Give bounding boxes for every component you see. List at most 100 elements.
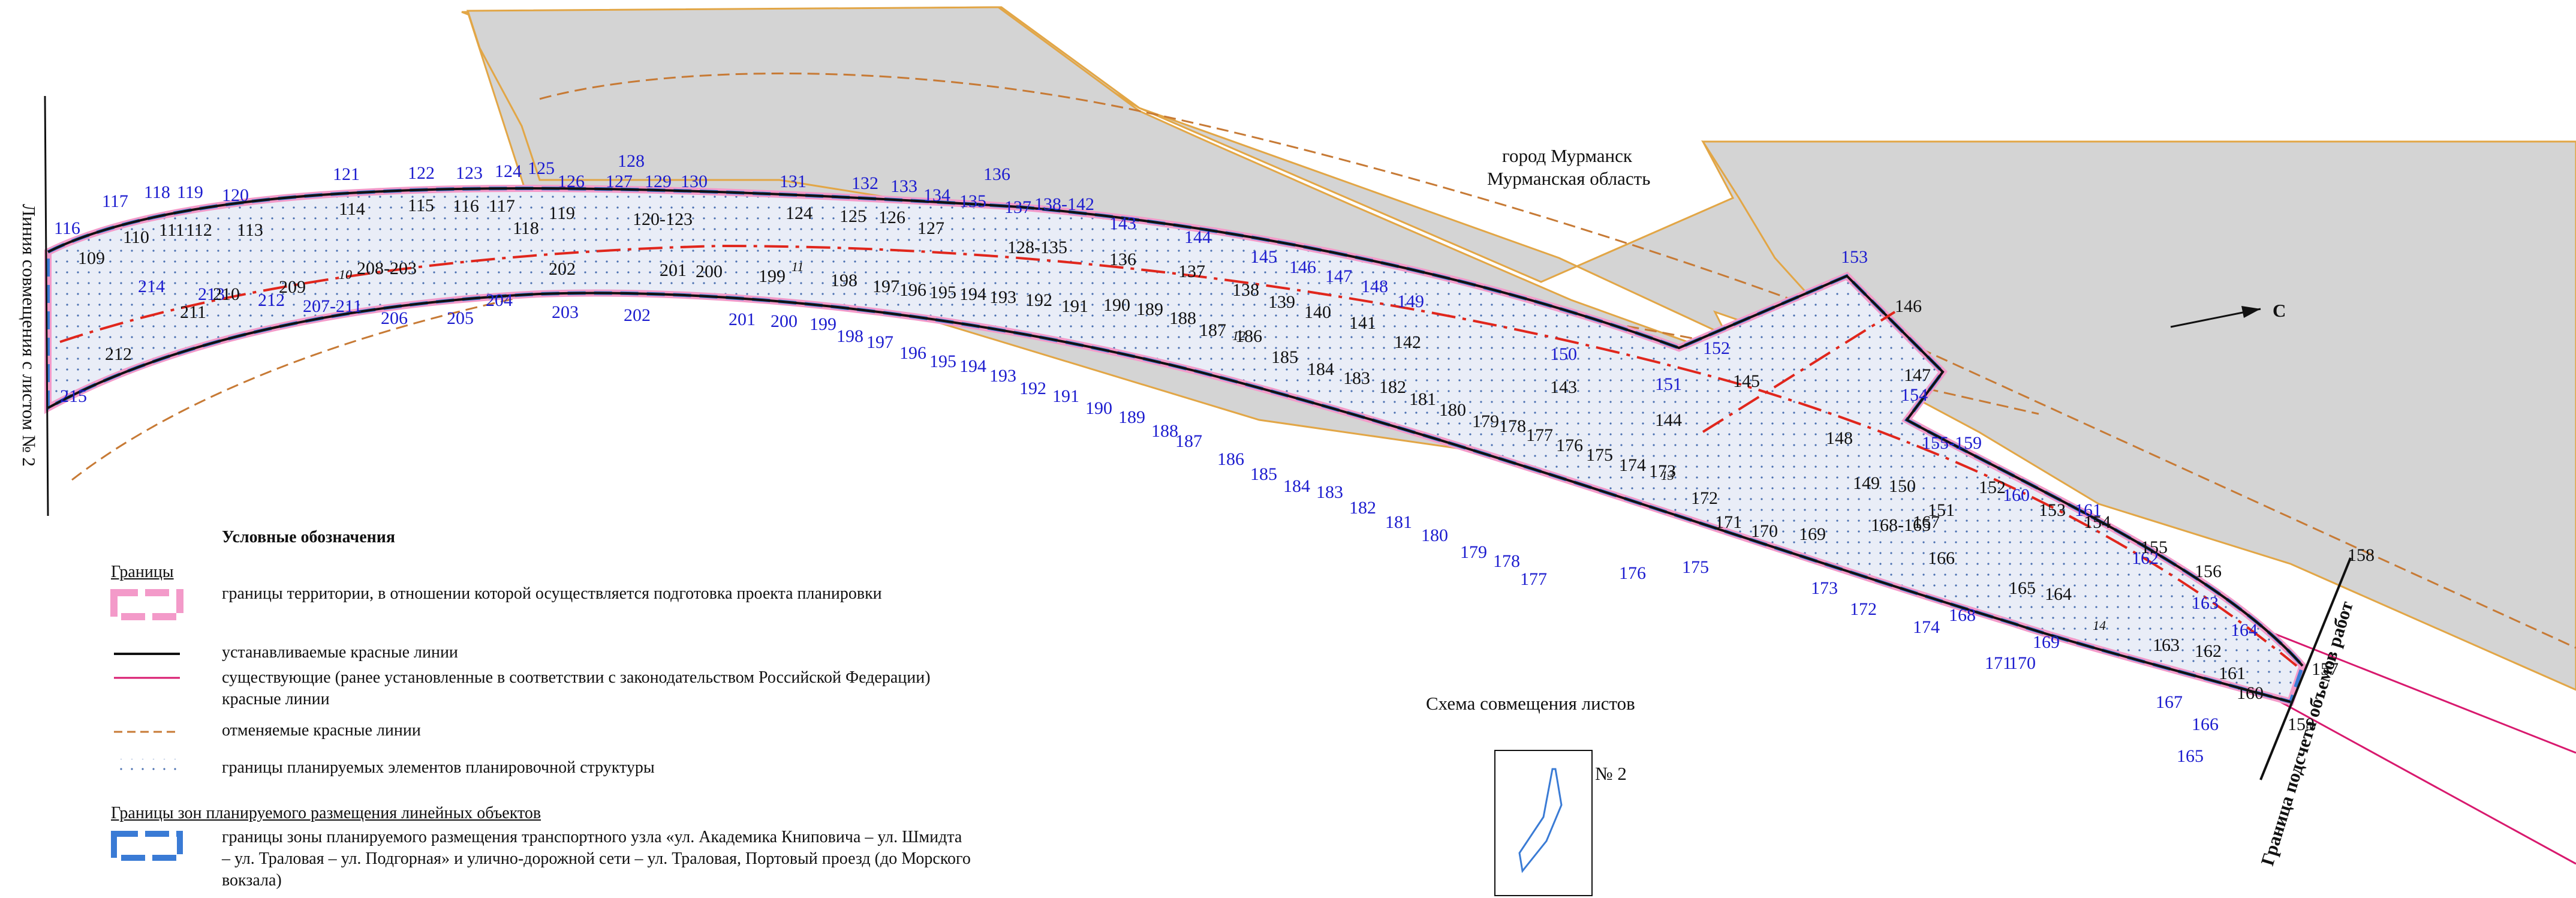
scheme-sheet-outline [1518, 768, 1563, 873]
point-label: 14 [2093, 618, 2106, 633]
point-label: 174 [1913, 617, 1940, 637]
point-label: 175 [1586, 445, 1613, 465]
point-label: 136 [1109, 250, 1136, 269]
point-label: 188 [1151, 421, 1178, 441]
point-label: 167 [1913, 512, 1940, 532]
point-label: 154 [1901, 385, 1928, 405]
point-label: 194 [959, 284, 986, 304]
point-label: 165 [2009, 578, 2036, 598]
point-label: 141 [1349, 313, 1376, 333]
point-label: 150 [1550, 344, 1577, 364]
point-label: 198 [830, 271, 857, 290]
point-label: 208-203 [357, 259, 417, 278]
point-label: 162 [2132, 548, 2159, 568]
point-label: 146 [1895, 296, 1922, 316]
work-boundary-line [2259, 557, 2352, 780]
point-label: 146 [1289, 257, 1316, 277]
point-label: 128 [618, 151, 645, 171]
point-label: 122 [408, 163, 435, 183]
point-label: 111 [159, 220, 185, 240]
point-label: 203 [552, 302, 579, 322]
scheme-sheet-number: № 2 [1595, 763, 1627, 784]
legend-symbol-territory [110, 589, 183, 620]
point-label: 174 [1619, 455, 1646, 475]
legend-item-cancel: отменяемые красные линии [222, 721, 421, 740]
existing-red-line-2 [2236, 677, 2576, 865]
point-label: 180 [1439, 400, 1466, 420]
point-label: 169 [2033, 632, 2060, 652]
scheme-title: Схема совмещения листов [1426, 693, 1635, 714]
point-label: 185 [1250, 464, 1277, 484]
point-label: 175 [1682, 557, 1709, 577]
point-label: 190 [1103, 295, 1130, 315]
point-label: 198 [836, 326, 863, 346]
point-label: 126 [878, 208, 905, 227]
point-label: 171 [1985, 653, 2012, 673]
point-label: 148 [1826, 428, 1853, 448]
point-label: 173 [1649, 461, 1676, 481]
point-label: 144 [1184, 227, 1211, 247]
point-label: 167 [2156, 692, 2183, 712]
point-label: 189 [1118, 407, 1145, 427]
point-label: 145 [1250, 247, 1277, 267]
point-label: 151 [1655, 374, 1682, 394]
point-label: 212 [105, 344, 132, 364]
point-label: 181 [1409, 389, 1436, 409]
point-label: 173 [1811, 578, 1838, 598]
point-label: 204 [486, 290, 513, 310]
sheet-join-line [44, 95, 49, 516]
point-label: 186 [1235, 326, 1262, 346]
point-label: 192 [1019, 379, 1046, 398]
point-label: 125 [839, 206, 866, 226]
point-label: 113 [237, 220, 263, 240]
legend-item-existing: существующие (ранее установленные в соот… [222, 668, 931, 708]
point-label: 158 [2348, 545, 2375, 565]
point-label: 161 [2075, 500, 2102, 520]
point-label: 168 [1949, 605, 1976, 625]
point-label: 179 [1460, 542, 1487, 562]
point-label: 117 [102, 191, 128, 211]
structure-line-2 [1702, 311, 1896, 433]
point-label: 143 [1109, 214, 1136, 233]
point-label: 201 [660, 260, 687, 280]
point-label: 213 [198, 284, 225, 304]
point-label: 185 [1271, 347, 1298, 367]
city-name: город Мурманск [1502, 145, 1633, 166]
point-label: 182 [1349, 498, 1376, 518]
point-label: 155 [2141, 537, 2168, 557]
point-label: 120 [222, 185, 249, 205]
established-red-line [47, 187, 2304, 703]
point-label: 166 [2192, 714, 2219, 734]
point-label: 116 [54, 218, 80, 238]
legend-symbol-zone [111, 831, 183, 861]
point-label: 118 [513, 218, 539, 238]
point-label: 176 [1619, 563, 1646, 583]
point-label: 159 [2288, 714, 2315, 734]
point-label: 149 [1397, 292, 1424, 311]
point-label: 110 [123, 227, 149, 247]
point-label: 183 [1316, 482, 1343, 502]
point-label: 172 [1850, 599, 1877, 619]
point-label: 10 [339, 267, 352, 282]
point-label: 184 [1283, 476, 1310, 496]
point-label: 186 [1217, 449, 1244, 469]
scheme-box [1494, 750, 1593, 896]
point-label: 109 [78, 248, 105, 268]
point-label: 211 [180, 302, 206, 322]
point-label: 197 [872, 277, 899, 296]
cancel-line-north [539, 72, 2576, 649]
point-label: 184 [1307, 359, 1334, 379]
point-label: 12 [1232, 328, 1245, 343]
point-label: 169 [1799, 524, 1826, 544]
point-label: 125 [528, 158, 555, 178]
point-label: 179 [1472, 412, 1499, 431]
point-label: 163 [2153, 635, 2180, 655]
point-label: 165 [2177, 746, 2204, 766]
point-label: 120-123 [633, 209, 693, 229]
point-label: 187 [1175, 431, 1202, 451]
point-label: 143 [1550, 377, 1577, 397]
legend-item-territory: границы территории, в отношении которой … [222, 584, 882, 603]
